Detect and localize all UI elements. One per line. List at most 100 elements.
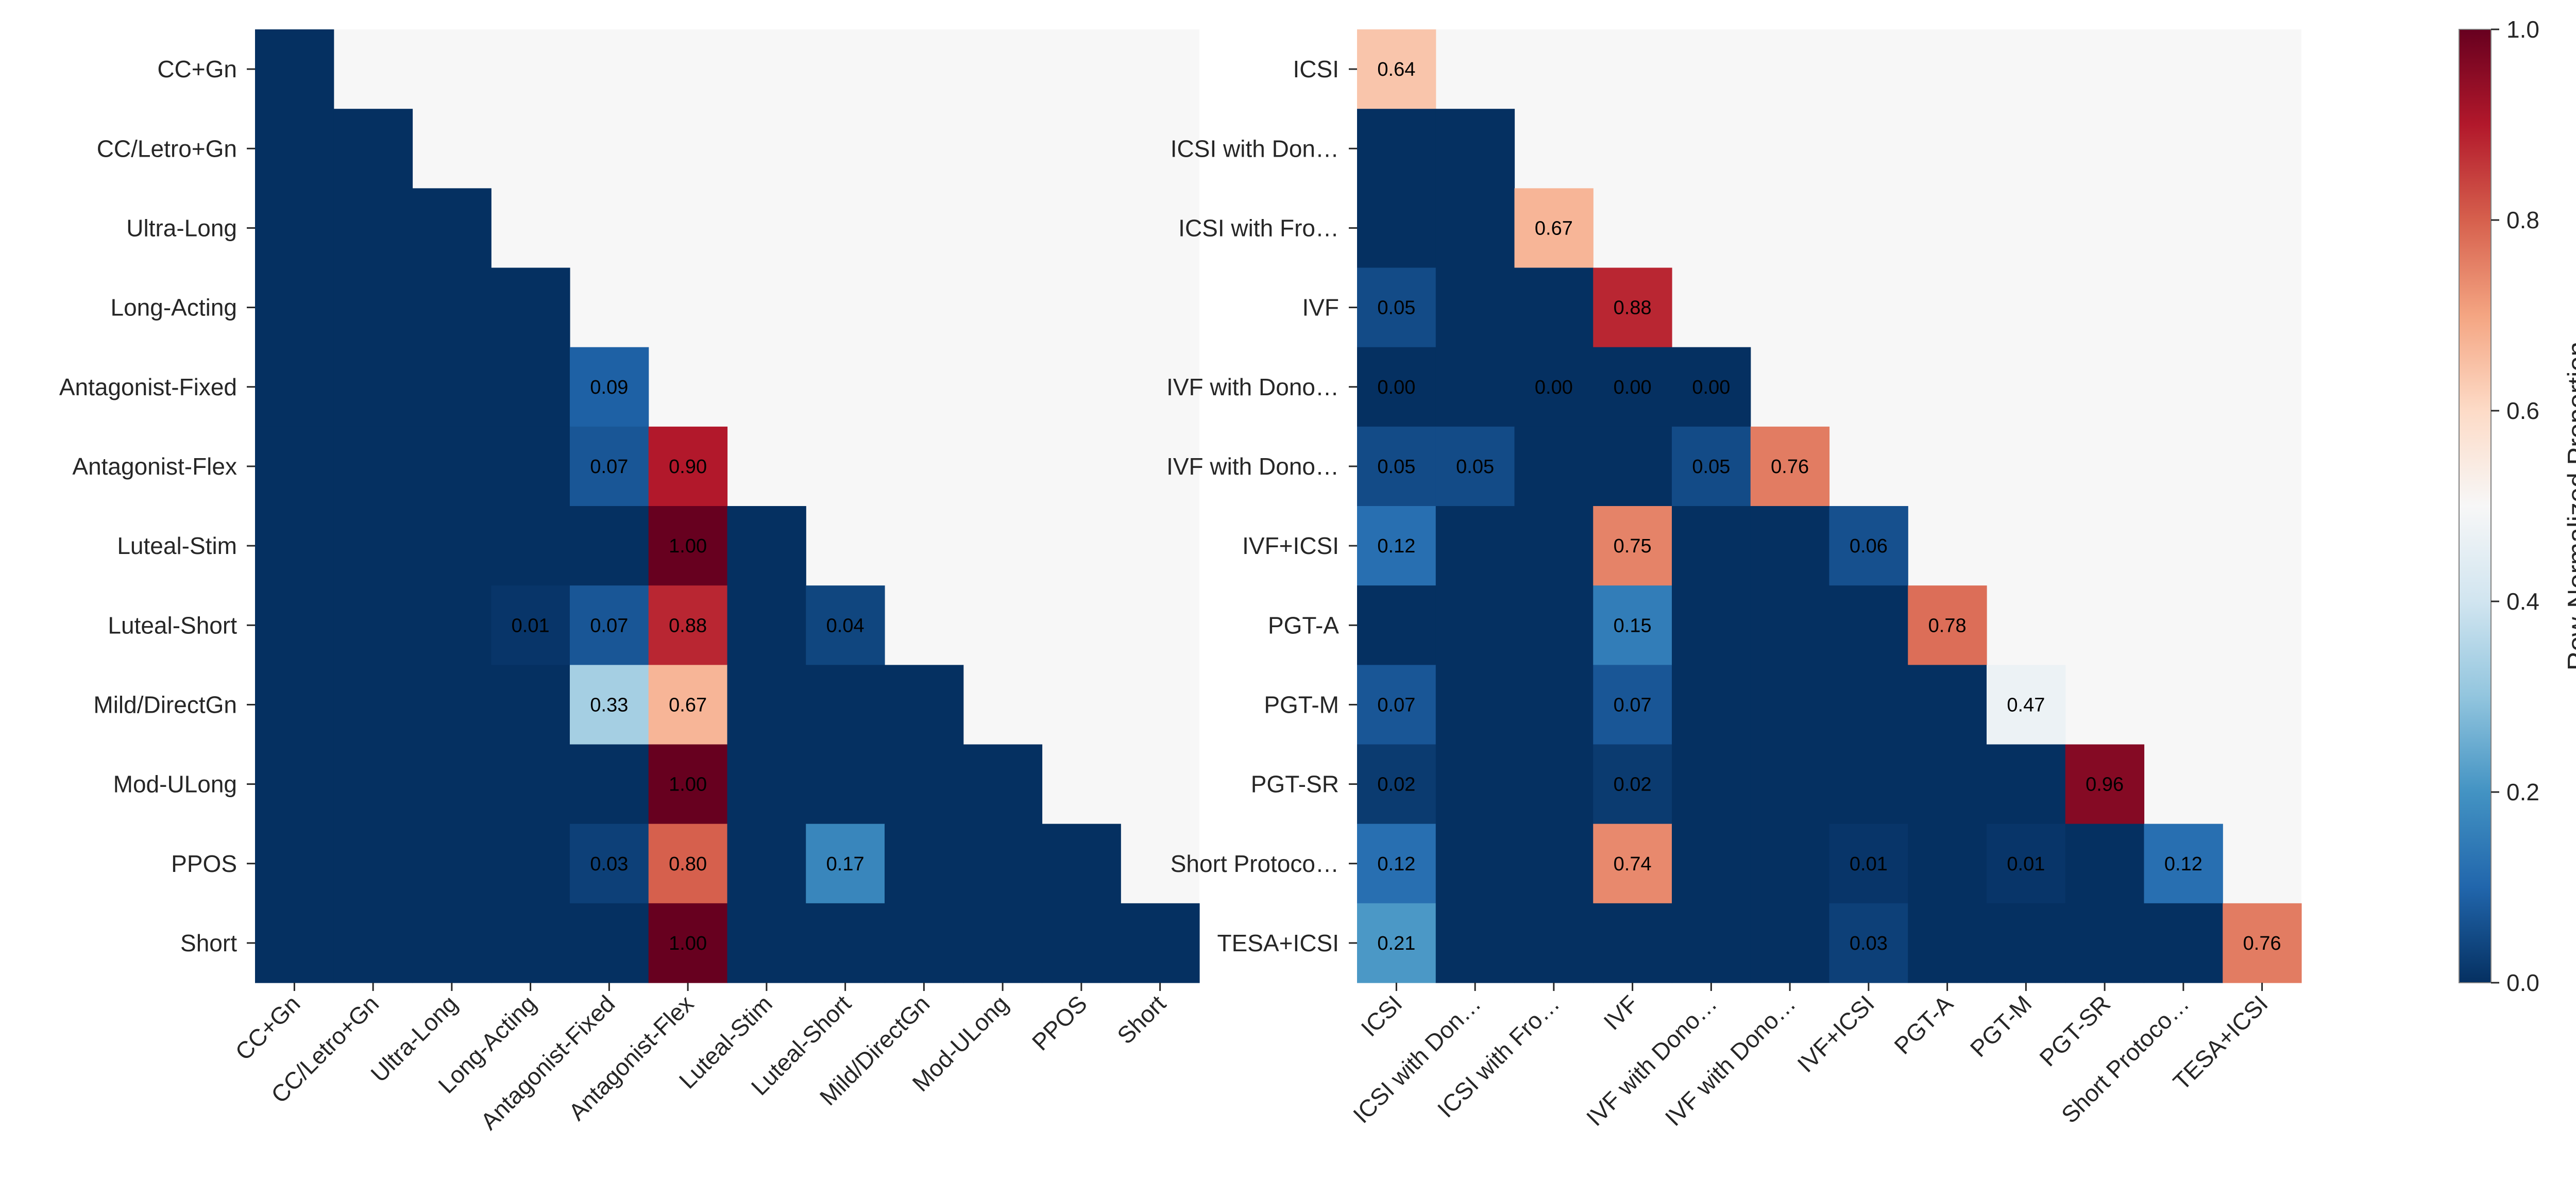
cell-value-label: 0.05 <box>1456 456 1494 478</box>
heatmap-cell <box>1593 506 1672 586</box>
heatmap-cell <box>1435 426 1515 507</box>
cell-value-label: 0.03 <box>1850 933 1888 954</box>
y-tick-label: Long-Acting <box>111 294 238 321</box>
heatmap-cell <box>1357 744 1436 825</box>
y-tick-label: Ultra-Long <box>126 214 237 241</box>
heatmap-cell <box>570 426 649 507</box>
heatmap-cell <box>1750 665 1830 745</box>
heatmap-cell <box>255 744 334 825</box>
heatmap-cell <box>1672 744 1751 825</box>
heatmap-cell <box>1435 903 1515 983</box>
heatmap-cell <box>1593 744 1672 825</box>
heatmap-cell <box>570 744 649 825</box>
cell-value-label: 0.88 <box>1614 297 1652 319</box>
y-tick-label: PGT-A <box>1268 612 1339 638</box>
heatmap-cell <box>491 267 570 348</box>
heatmap-cell <box>963 744 1043 825</box>
y-tick-label: CC+Gn <box>157 56 237 82</box>
heatmap-cell <box>1593 347 1672 427</box>
cell-value-label: 1.00 <box>669 535 707 557</box>
cell-value-label: 0.05 <box>1377 297 1415 319</box>
heatmap-cell <box>1435 744 1515 825</box>
heatmap-cell <box>1829 665 1908 745</box>
heatmap-cell <box>885 903 964 983</box>
heatmap-cell <box>255 267 334 348</box>
heatmap-cell <box>1514 347 1594 427</box>
heatmap-cell <box>255 665 334 745</box>
heatmap-cell <box>333 506 413 586</box>
y-tick-label: PPOS <box>171 850 237 877</box>
cell-value-label: 0.64 <box>1377 59 1415 80</box>
heatmap-cell <box>727 506 806 586</box>
heatmap-cell <box>1672 506 1751 586</box>
heatmap-cell <box>1435 506 1515 586</box>
heatmap-cell <box>1435 267 1515 348</box>
heatmap-cell <box>1672 665 1751 745</box>
cell-value-label: 0.00 <box>1692 377 1730 398</box>
heatmap-cell <box>1593 665 1672 745</box>
heatmap-cell <box>1435 823 1515 904</box>
heatmap-cell <box>1987 665 2066 745</box>
heatmap-cell <box>1435 188 1515 268</box>
cell-value-label: 1.00 <box>669 933 707 954</box>
cell-value-label: 0.00 <box>1614 377 1652 398</box>
heatmap-cell <box>491 903 570 983</box>
heatmap-cell <box>1435 665 1515 745</box>
heatmap-cell <box>570 823 649 904</box>
cell-value-label: 0.33 <box>590 694 628 716</box>
heatmap-cell <box>648 823 728 904</box>
heatmap-cell <box>1750 426 1830 507</box>
heatmap-cell <box>806 744 885 825</box>
cell-value-label: 0.04 <box>826 615 865 636</box>
colorbar-tick-label: 0.4 <box>2506 588 2539 615</box>
heatmap-cell <box>648 744 728 825</box>
x-tick-label: IVF with Dono… <box>1660 990 1801 1131</box>
heatmap-cell <box>491 585 570 665</box>
heatmap-cell <box>1357 109 1436 189</box>
heatmap-cell <box>648 903 728 983</box>
heatmap-cell <box>727 585 806 665</box>
heatmap-cell <box>1042 823 1121 904</box>
heatmap-cell <box>570 903 649 983</box>
heatmap-cell <box>333 347 413 427</box>
y-tick-label: Luteal-Short <box>108 612 237 638</box>
heatmap-cell <box>1514 267 1594 348</box>
cell-value-label: 0.78 <box>1928 615 1967 636</box>
heatmap-cell <box>885 823 964 904</box>
heatmap-cell <box>727 903 806 983</box>
heatmap-cell <box>1672 585 1751 665</box>
heatmap-cell <box>412 585 492 665</box>
heatmap-cell <box>1908 585 1987 665</box>
heatmap-cell <box>1987 744 2066 825</box>
heatmap-cell <box>648 426 728 507</box>
heatmap-cell <box>1750 585 1830 665</box>
heatmap-cell <box>255 29 334 109</box>
x-tick-label: Antagonist-Fixed <box>476 990 620 1135</box>
heatmap-cell <box>1829 823 1908 904</box>
cell-value-label: 0.09 <box>590 377 628 398</box>
cell-value-label: 0.17 <box>826 853 865 875</box>
heatmap-cell <box>491 665 570 745</box>
cell-value-label: 0.02 <box>1377 774 1415 796</box>
heatmap-cell <box>1514 665 1594 745</box>
heatmap-cell <box>491 744 570 825</box>
heatmap-cell <box>1593 823 1672 904</box>
heatmap-cell <box>412 188 492 268</box>
cell-value-label: 0.05 <box>1692 456 1730 478</box>
y-tick-label: Luteal-Stim <box>117 532 237 559</box>
heatmap-cell <box>2223 903 2302 983</box>
y-tick-label: Mild/DirectGn <box>93 691 237 718</box>
colorbar-tick-label: 0.8 <box>2506 207 2539 233</box>
x-tick-label: CC+Gn <box>230 990 305 1065</box>
heatmap-cell <box>333 426 413 507</box>
heatmap-cell <box>412 744 492 825</box>
heatmap-cell <box>648 506 728 586</box>
y-tick-label: IVF+ICSI <box>1242 532 1339 559</box>
heatmap-cell <box>1357 29 1436 109</box>
heatmap-cell <box>2144 903 2223 983</box>
cell-value-label: 0.03 <box>590 853 628 875</box>
y-tick-label: IVF with Dono… <box>1166 374 1339 400</box>
heatmap-cell <box>806 823 885 904</box>
cell-value-label: 0.15 <box>1614 615 1652 636</box>
